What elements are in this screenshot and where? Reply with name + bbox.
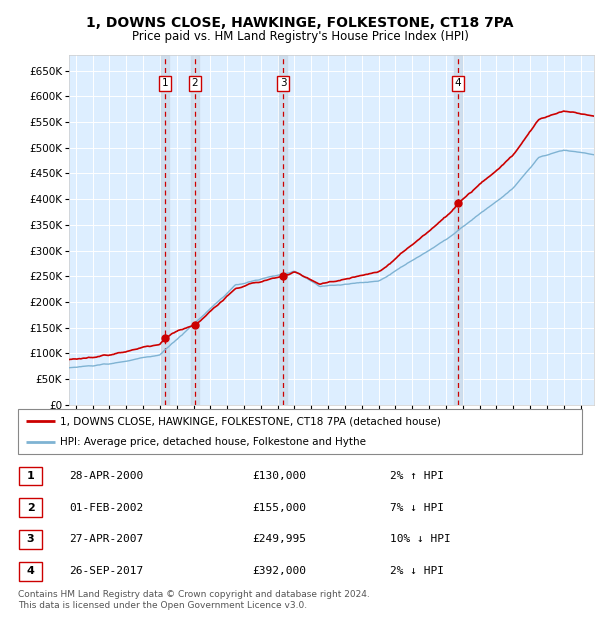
Text: 2% ↓ HPI: 2% ↓ HPI xyxy=(390,566,444,576)
Text: 26-SEP-2017: 26-SEP-2017 xyxy=(69,566,143,576)
Text: £392,000: £392,000 xyxy=(252,566,306,576)
Text: 1, DOWNS CLOSE, HAWKINGE, FOLKESTONE, CT18 7PA: 1, DOWNS CLOSE, HAWKINGE, FOLKESTONE, CT… xyxy=(86,16,514,30)
FancyBboxPatch shape xyxy=(18,409,582,454)
Bar xyxy=(454,55,463,405)
Text: 01-FEB-2002: 01-FEB-2002 xyxy=(69,503,143,513)
Text: 1: 1 xyxy=(162,79,169,89)
Text: 1, DOWNS CLOSE, HAWKINGE, FOLKESTONE, CT18 7PA (detached house): 1, DOWNS CLOSE, HAWKINGE, FOLKESTONE, CT… xyxy=(60,416,441,427)
Text: 4: 4 xyxy=(26,566,35,576)
Bar xyxy=(191,55,199,405)
Text: 3: 3 xyxy=(27,534,34,544)
Text: 2% ↑ HPI: 2% ↑ HPI xyxy=(390,471,444,481)
Bar xyxy=(279,55,287,405)
FancyBboxPatch shape xyxy=(19,530,42,549)
FancyBboxPatch shape xyxy=(19,467,42,485)
Text: 2: 2 xyxy=(27,503,34,513)
Text: 3: 3 xyxy=(280,79,286,89)
Text: HPI: Average price, detached house, Folkestone and Hythe: HPI: Average price, detached house, Folk… xyxy=(60,436,366,447)
Text: £155,000: £155,000 xyxy=(252,503,306,513)
Text: 10% ↓ HPI: 10% ↓ HPI xyxy=(390,534,451,544)
Text: 27-APR-2007: 27-APR-2007 xyxy=(69,534,143,544)
Text: 28-APR-2000: 28-APR-2000 xyxy=(69,471,143,481)
FancyBboxPatch shape xyxy=(19,498,42,517)
Text: 2: 2 xyxy=(191,79,198,89)
Text: 4: 4 xyxy=(455,79,461,89)
Text: Contains HM Land Registry data © Crown copyright and database right 2024.
This d: Contains HM Land Registry data © Crown c… xyxy=(18,590,370,609)
Text: £130,000: £130,000 xyxy=(252,471,306,481)
Text: Price paid vs. HM Land Registry's House Price Index (HPI): Price paid vs. HM Land Registry's House … xyxy=(131,30,469,43)
Text: 1: 1 xyxy=(27,471,34,481)
Text: £249,995: £249,995 xyxy=(252,534,306,544)
Text: 7% ↓ HPI: 7% ↓ HPI xyxy=(390,503,444,513)
FancyBboxPatch shape xyxy=(19,562,42,580)
Bar xyxy=(161,55,169,405)
